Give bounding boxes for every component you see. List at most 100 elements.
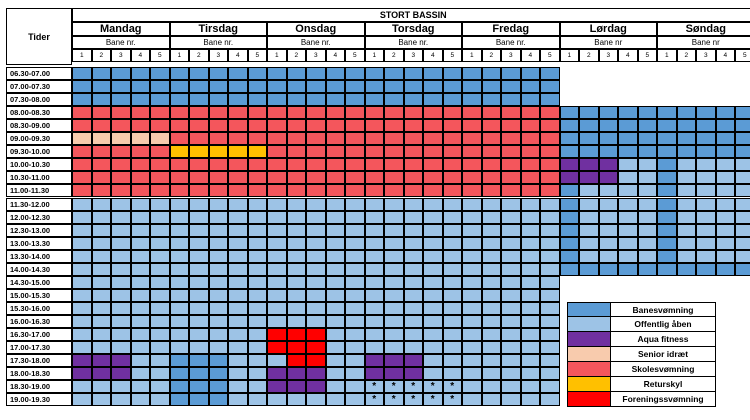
time-slot: 16.00-16.30 [6,314,72,328]
schedule-cell [657,158,677,172]
schedule-cell [423,171,443,185]
schedule-cell [208,393,228,407]
schedule-cell [579,249,599,263]
schedule-cell [676,288,696,302]
schedule-cell [715,328,735,342]
schedule-cell [286,80,306,94]
day-header: Onsdag [267,22,365,36]
schedule-cell [111,80,131,94]
schedule-cell [228,249,248,263]
schedule-cell [286,132,306,146]
schedule-cell [423,341,443,355]
schedule-cell [637,184,657,198]
schedule-cell [345,197,365,211]
schedule-cell [676,236,696,250]
schedule-cell [208,223,228,237]
schedule-cell [462,171,482,185]
schedule-cell [111,314,131,328]
schedule-cell [267,275,287,289]
schedule-cell [345,393,365,407]
schedule-cell [481,223,501,237]
schedule-cell [735,367,750,381]
schedule-cell [520,132,540,146]
schedule-cell [150,171,170,185]
schedule-cell [520,223,540,237]
schedule-cell [403,197,423,211]
lane-number: 5 [247,49,267,62]
schedule-cell [189,145,209,159]
schedule-cell [189,288,209,302]
lane-number: 1 [559,49,579,62]
schedule-cell [345,249,365,263]
schedule-cell [72,341,92,355]
schedule-cell [618,132,638,146]
schedule-cell [501,341,521,355]
legend-row: Senior idræt [567,347,716,362]
schedule-cell [130,275,150,289]
time-slot: 12.00-12.30 [6,210,72,224]
schedule-cell [189,80,209,94]
schedule-cell [637,393,657,407]
schedule-cell [345,380,365,394]
legend-row: Foreningssvømning [567,392,716,407]
schedule-cell [462,236,482,250]
schedule-cell [715,341,735,355]
schedule-cell [169,380,189,394]
schedule-cell [676,93,696,107]
schedule-cell [696,171,716,185]
schedule-cell [286,119,306,133]
legend: Banesvømning Offentlig åben Aqua fitness Se… [567,302,716,407]
schedule-cell [286,288,306,302]
schedule-cell [520,106,540,120]
schedule-cell [676,171,696,185]
schedule-cell [462,314,482,328]
schedule-cell [715,288,735,302]
lane-number: 1 [169,49,189,62]
schedule-cell [111,380,131,394]
schedule-cell [696,106,716,120]
schedule-cell [579,184,599,198]
schedule-cell [715,171,735,185]
schedule-cell [715,197,735,211]
schedule-cell [91,380,111,394]
legend-swatch [568,377,611,391]
schedule-cell [423,328,443,342]
schedule-cell [715,354,735,368]
schedule-cell [735,328,750,342]
schedule-cell [520,249,540,263]
schedule-cell [228,67,248,81]
schedule-cell [345,314,365,328]
schedule-cell [501,367,521,381]
lane-label: Bane nr. [364,36,462,49]
schedule-cell [364,275,384,289]
schedule-cell [228,210,248,224]
schedule-cell [735,67,750,81]
legend-swatch [568,332,611,346]
schedule-cell [384,341,404,355]
schedule-cell [403,328,423,342]
schedule-cell [462,341,482,355]
schedule-cell [696,158,716,172]
schedule-cell [501,80,521,94]
schedule-cell [637,262,657,276]
schedule-cell [520,301,540,315]
schedule-cell [540,93,560,107]
schedule-cell [657,197,677,211]
schedule-cell [306,236,326,250]
schedule-cell [267,106,287,120]
schedule-cell [364,341,384,355]
lane-number: 2 [481,49,501,62]
schedule-cell [150,354,170,368]
schedule-cell [189,106,209,120]
schedule-cell [735,288,750,302]
schedule-cell [72,262,92,276]
schedule-cell [637,314,657,328]
schedule-cell [208,301,228,315]
schedule-cell [111,106,131,120]
schedule-cell [111,354,131,368]
schedule-cell [618,158,638,172]
schedule-cell [384,275,404,289]
schedule-cell [169,210,189,224]
schedule-cell [189,354,209,368]
schedule-cell [403,367,423,381]
